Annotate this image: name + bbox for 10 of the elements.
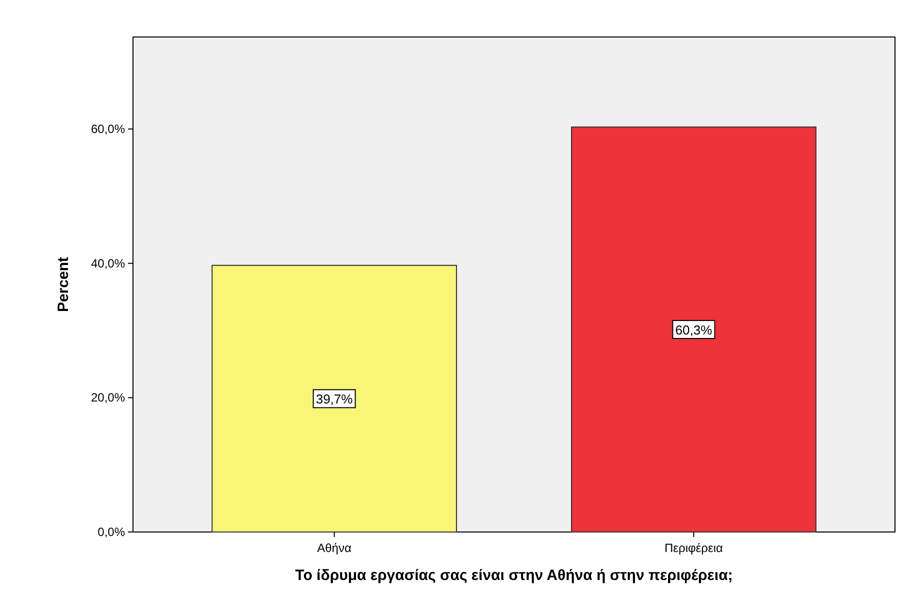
x-tick-label: Αθήνα: [317, 541, 352, 555]
y-tick-label: 20,0%: [90, 390, 126, 405]
data-label: 39,7%: [316, 392, 354, 407]
y-axis-title: Percent: [55, 256, 72, 312]
y-tick-label: 40,0%: [90, 256, 126, 270]
x-tick-label: Περιφέρεια: [664, 541, 723, 555]
y-tick-label: 0,0%: [98, 525, 126, 539]
data-label: 60,3%: [675, 322, 713, 338]
x-axis-title: Το ίδρυμα εργασίας σας είναι στην Αθήνα ή στην περιφέρεια;: [295, 567, 733, 584]
y-tick-label: 60,0%: [90, 122, 126, 136]
